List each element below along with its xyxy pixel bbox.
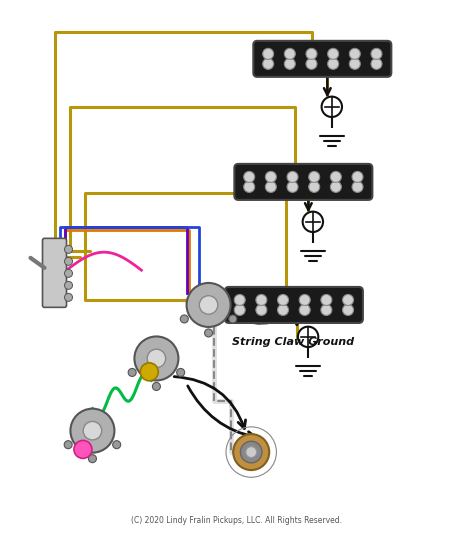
FancyBboxPatch shape (43, 239, 66, 307)
Circle shape (229, 315, 237, 323)
Circle shape (64, 257, 73, 265)
Circle shape (244, 171, 255, 182)
Circle shape (113, 441, 121, 449)
Circle shape (352, 171, 363, 182)
FancyBboxPatch shape (253, 41, 392, 77)
Circle shape (64, 441, 72, 449)
Circle shape (371, 58, 382, 70)
Circle shape (135, 337, 178, 380)
Circle shape (284, 48, 295, 59)
Circle shape (306, 48, 317, 59)
Circle shape (299, 304, 310, 316)
Circle shape (309, 181, 319, 193)
Circle shape (302, 212, 323, 232)
Circle shape (128, 369, 136, 377)
Circle shape (200, 296, 218, 314)
Circle shape (309, 171, 319, 182)
Circle shape (74, 440, 92, 458)
Circle shape (278, 304, 289, 316)
Circle shape (263, 48, 273, 59)
Circle shape (89, 455, 96, 463)
Text: String Claw Ground: String Claw Ground (232, 337, 355, 347)
Circle shape (298, 327, 319, 347)
Circle shape (240, 441, 262, 463)
Circle shape (299, 294, 310, 305)
Circle shape (263, 58, 273, 70)
Circle shape (321, 294, 332, 305)
Circle shape (256, 304, 267, 316)
Circle shape (153, 383, 160, 391)
Text: (C) 2020 Lindy Fralin Pickups, LLC. All Rights Reserved.: (C) 2020 Lindy Fralin Pickups, LLC. All … (131, 516, 343, 525)
Circle shape (147, 349, 165, 368)
Circle shape (306, 58, 317, 70)
Circle shape (64, 246, 73, 254)
Circle shape (64, 269, 73, 277)
Circle shape (328, 48, 338, 59)
Circle shape (83, 422, 101, 440)
Circle shape (328, 58, 338, 70)
Circle shape (205, 329, 212, 337)
Circle shape (330, 181, 341, 193)
Circle shape (187, 283, 230, 327)
Circle shape (140, 363, 158, 381)
Circle shape (64, 293, 73, 301)
Circle shape (278, 294, 289, 305)
Circle shape (256, 294, 267, 305)
Circle shape (349, 48, 360, 59)
Circle shape (352, 181, 363, 193)
Circle shape (371, 48, 382, 59)
Circle shape (71, 409, 114, 453)
Circle shape (287, 181, 298, 193)
Circle shape (343, 294, 354, 305)
Circle shape (234, 304, 245, 316)
Circle shape (330, 171, 341, 182)
Circle shape (233, 434, 269, 470)
FancyBboxPatch shape (234, 164, 373, 200)
Circle shape (349, 58, 360, 70)
Circle shape (180, 315, 188, 323)
Circle shape (265, 181, 276, 193)
Circle shape (321, 304, 332, 316)
Circle shape (265, 171, 276, 182)
Circle shape (321, 97, 342, 117)
Circle shape (177, 369, 185, 377)
FancyBboxPatch shape (225, 287, 363, 323)
Circle shape (244, 181, 255, 193)
Circle shape (287, 171, 298, 182)
Circle shape (64, 281, 73, 289)
Circle shape (284, 58, 295, 70)
Circle shape (234, 294, 245, 305)
Circle shape (246, 447, 256, 457)
Circle shape (343, 304, 354, 316)
